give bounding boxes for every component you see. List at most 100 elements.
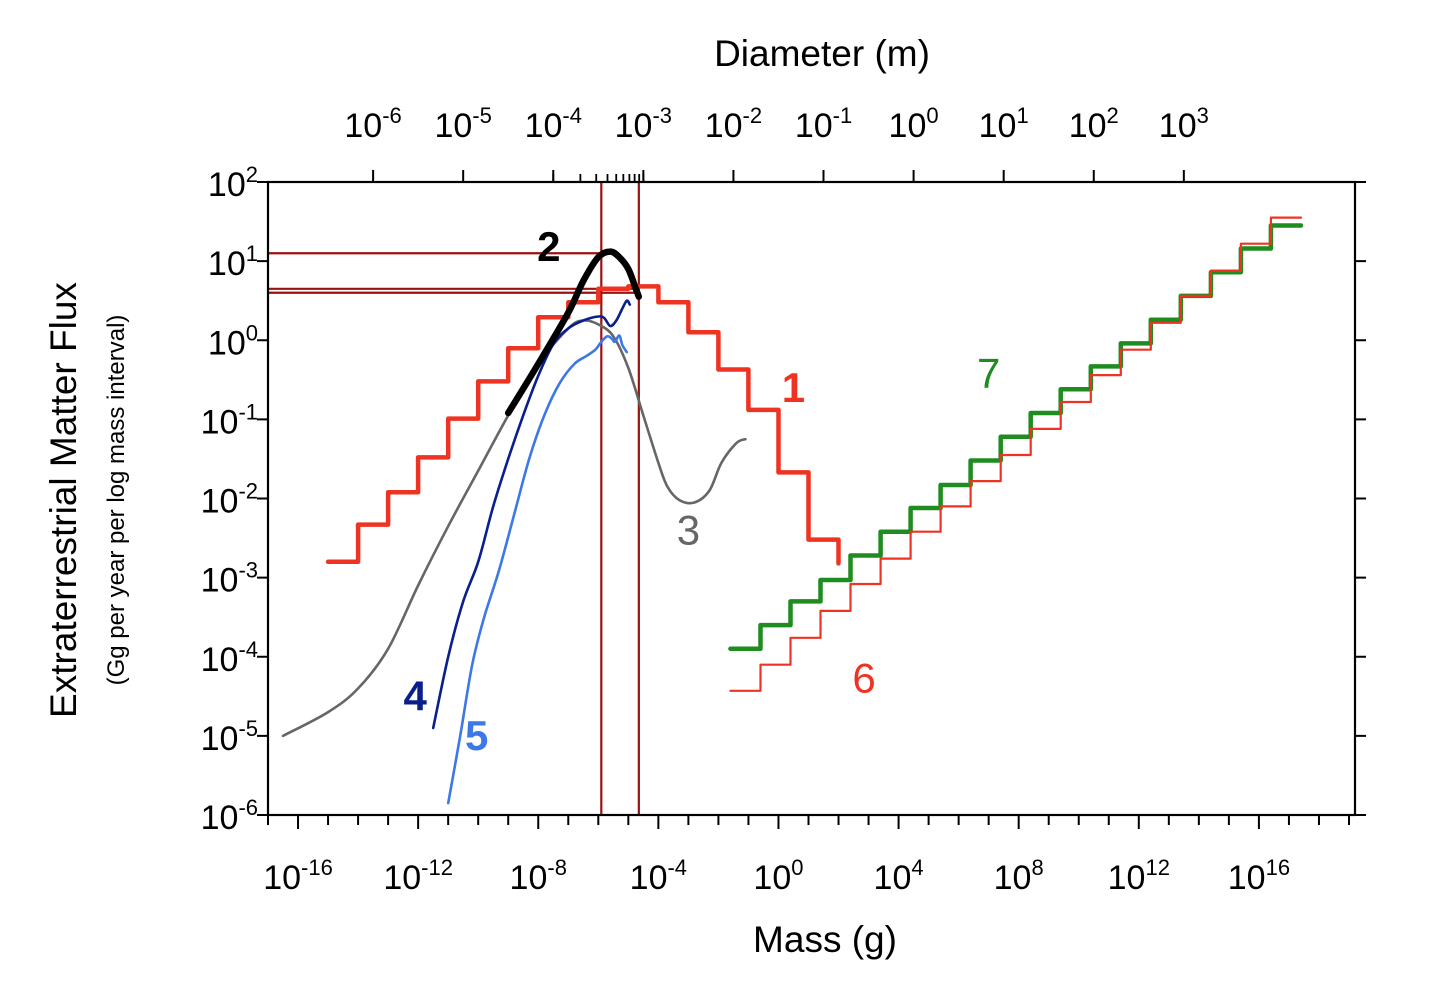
top-tick-label-base: 10 — [1069, 107, 1107, 145]
y-tick-label-base: 10 — [201, 799, 239, 837]
top-tick-label-exponent: -2 — [743, 103, 763, 128]
top-tick-label-base: 10 — [525, 107, 563, 145]
top-axis-title: Diameter (m) — [714, 33, 930, 74]
series-1-line — [325, 284, 841, 566]
x-tick-label: 108 — [994, 855, 1044, 897]
y-tick-label-exponent: -3 — [238, 558, 258, 583]
y-tick-label: 10-1 — [201, 399, 258, 441]
top-tick-label-base: 10 — [795, 107, 833, 145]
x-tick-label-exponent: 12 — [1145, 855, 1169, 880]
x-axis-title: Mass (g) — [753, 919, 897, 960]
y-tick-label: 10-2 — [201, 479, 258, 521]
series-7-line — [728, 223, 1304, 652]
y-tick-label-base: 10 — [208, 166, 246, 204]
tick-labels: 10-16 10-12 10-8 10-4 100 104 108 1012 101610210… — [201, 103, 1290, 897]
y-tick-label: 10-3 — [201, 558, 258, 600]
x-tick-label-base: 10 — [630, 859, 668, 897]
series-label-6: 6 — [852, 654, 875, 701]
axis-ticks — [257, 170, 1366, 829]
top-tick-label: 10-6 — [344, 103, 401, 145]
series-label-4: 4 — [403, 673, 427, 720]
top-tick-label: 10-5 — [434, 103, 491, 145]
top-tick-label-exponent: 3 — [1197, 103, 1209, 128]
top-tick-label-exponent: -6 — [382, 103, 402, 128]
x-tick-label-exponent: -16 — [301, 855, 333, 880]
series-label-7: 7 — [977, 350, 1000, 397]
x-tick-label-exponent: -8 — [547, 855, 567, 880]
x-tick-label-exponent: 4 — [911, 855, 923, 880]
top-tick-label: 101 — [979, 103, 1029, 145]
y-axis-title: Extraterrestrial Matter Flux — [43, 282, 84, 718]
y-tick-label-base: 10 — [201, 483, 239, 521]
x-tick-label: 1012 — [1108, 855, 1170, 897]
series-3-line — [281, 319, 747, 738]
top-tick-label: 10-3 — [615, 103, 672, 145]
x-tick-label: 100 — [753, 855, 803, 897]
series-6-line — [729, 216, 1303, 692]
series-2-line — [504, 248, 643, 417]
y-tick-label: 10-4 — [201, 637, 258, 679]
data-series — [281, 216, 1304, 805]
top-tick-label: 10-2 — [705, 103, 762, 145]
top-tick-label: 102 — [1069, 103, 1119, 145]
top-tick-label-base: 10 — [1159, 107, 1197, 145]
x-tick-label-base: 10 — [383, 859, 421, 897]
y-tick-label: 101 — [208, 241, 258, 283]
x-tick-label-exponent: -4 — [667, 855, 687, 880]
y-tick-label-exponent: 2 — [246, 162, 258, 187]
y-tick-label-exponent: 1 — [246, 241, 258, 266]
top-tick-label-base: 10 — [705, 107, 743, 145]
x-tick-label: 10-8 — [510, 855, 567, 897]
y-tick-label-exponent: -4 — [238, 637, 258, 662]
y-tick-label: 100 — [208, 320, 258, 362]
top-tick-label-base: 10 — [434, 107, 472, 145]
y-tick-label-exponent: 0 — [246, 320, 258, 345]
y-tick-label: 102 — [208, 162, 258, 204]
series-4-line — [431, 299, 632, 730]
x-tick-label-exponent: 16 — [1266, 855, 1290, 880]
y-tick-label-base: 10 — [208, 245, 246, 283]
y-tick-label: 10-5 — [201, 716, 258, 758]
y-tick-label-exponent: -1 — [238, 399, 258, 424]
x-tick-label: 10-12 — [383, 855, 453, 897]
x-tick-label-base: 10 — [874, 859, 912, 897]
x-tick-label-base: 10 — [510, 859, 548, 897]
top-tick-label-exponent: -1 — [833, 103, 853, 128]
top-tick-label-exponent: -3 — [652, 103, 672, 128]
y-tick-label-base: 10 — [201, 562, 239, 600]
x-tick-label: 104 — [874, 855, 924, 897]
y-tick-label-base: 10 — [201, 720, 239, 758]
y-axis-subtitle: (Gg per year per log mass interval) — [103, 315, 130, 686]
top-tick-label-base: 10 — [979, 107, 1017, 145]
top-tick-label: 10-4 — [525, 103, 582, 145]
x-tick-label-base: 10 — [263, 859, 301, 897]
top-tick-label: 103 — [1159, 103, 1209, 145]
x-tick-label-exponent: 0 — [791, 855, 803, 880]
series-label-3: 3 — [677, 506, 700, 553]
x-tick-label-exponent: -12 — [421, 855, 453, 880]
x-tick-label-base: 10 — [994, 859, 1032, 897]
y-tick-label: 10-6 — [201, 795, 258, 837]
top-tick-label: 10-1 — [795, 103, 852, 145]
series-labels: 1 2 3 45 6 7 — [403, 223, 1000, 759]
top-tick-label-exponent: 0 — [926, 103, 938, 128]
x-tick-label-base: 10 — [1228, 859, 1266, 897]
y-tick-label-base: 10 — [201, 403, 239, 441]
top-tick-label-base: 10 — [889, 107, 927, 145]
series-label-2: 2 — [537, 223, 560, 270]
x-tick-label-base: 10 — [1108, 859, 1146, 897]
y-tick-label-exponent: -2 — [238, 479, 258, 504]
series-label-1: 1 — [782, 364, 805, 411]
y-tick-label-base: 10 — [201, 641, 239, 679]
y-tick-label-exponent: -6 — [238, 795, 258, 820]
top-tick-label-base: 10 — [615, 107, 653, 145]
y-tick-label-base: 10 — [208, 324, 246, 362]
x-tick-label: 10-4 — [630, 855, 687, 897]
top-tick-label-exponent: -4 — [562, 103, 582, 128]
top-tick-label-exponent: 2 — [1107, 103, 1119, 128]
top-tick-label-base: 10 — [344, 107, 382, 145]
series-label-5: 5 — [465, 712, 488, 759]
y-tick-label-exponent: -5 — [238, 716, 258, 741]
